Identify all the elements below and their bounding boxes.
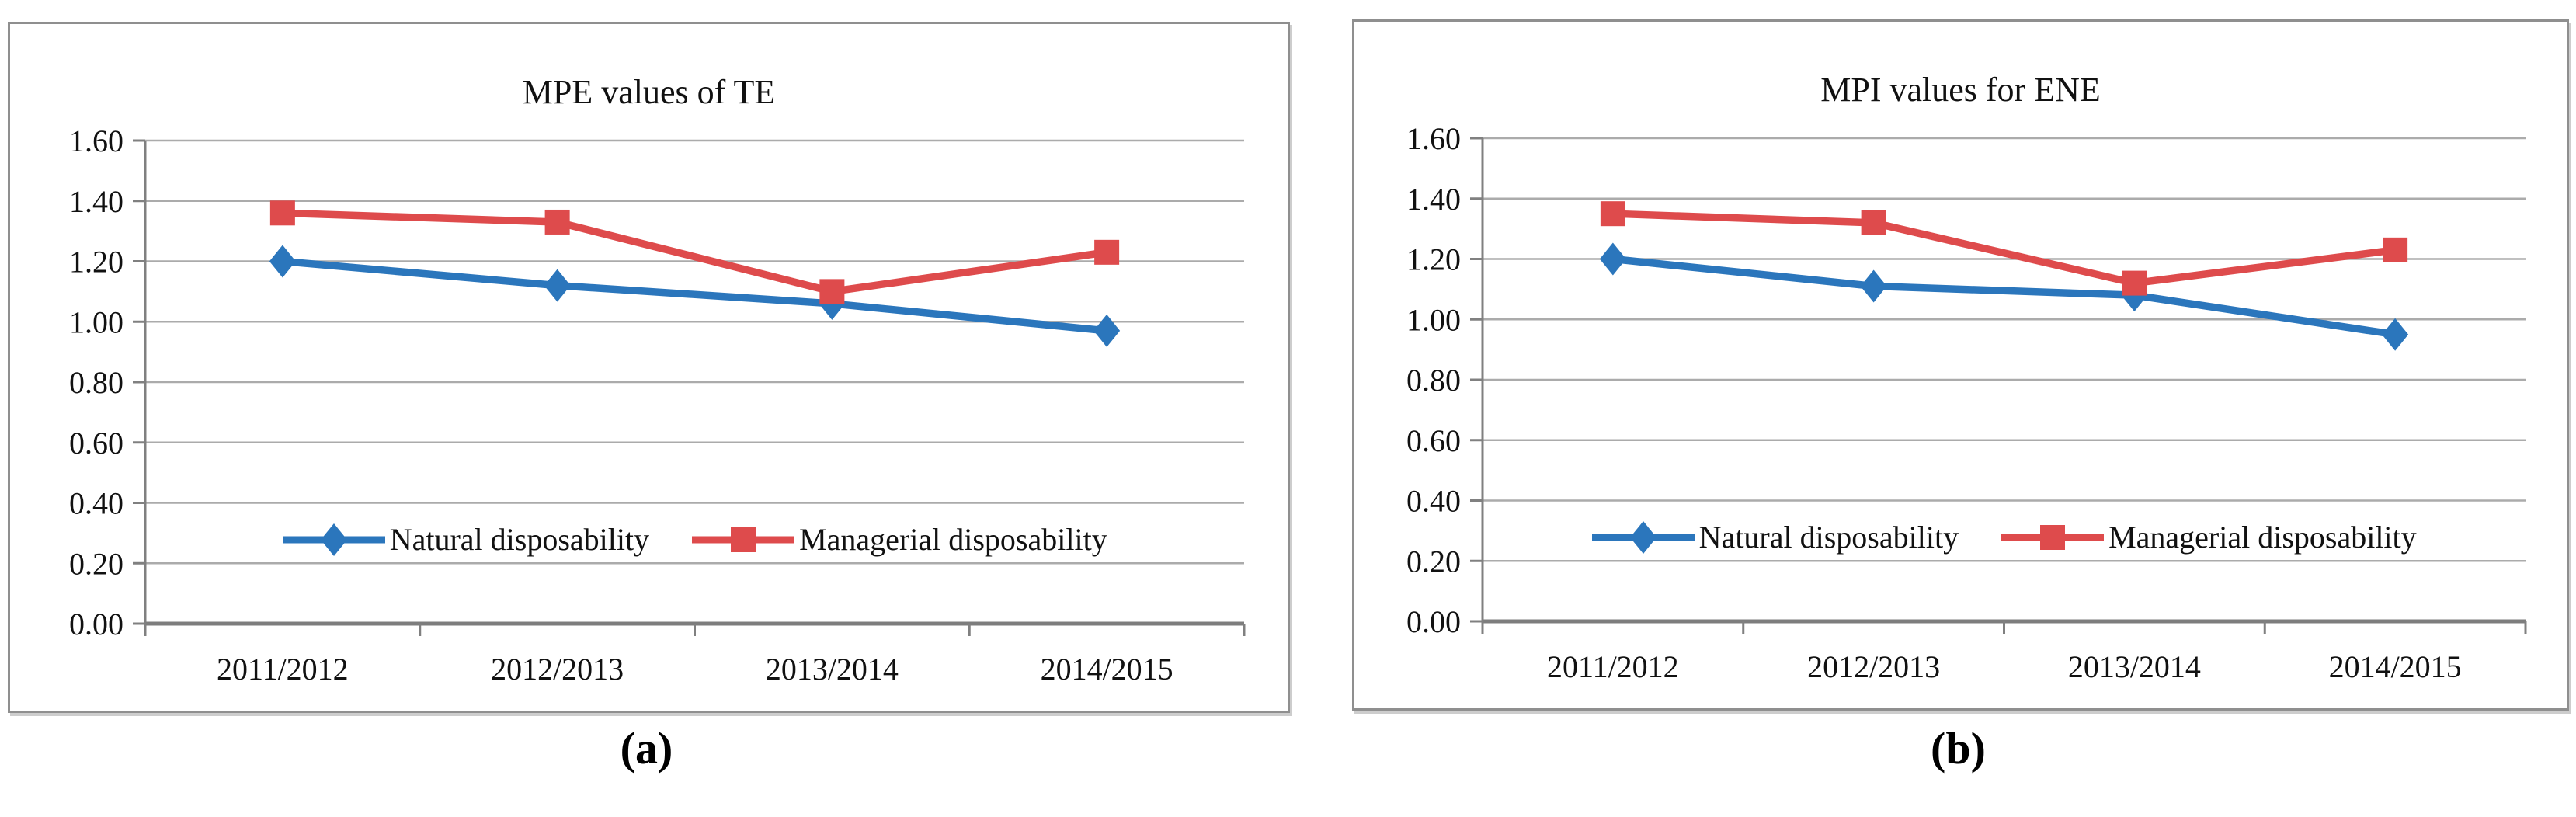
x-tick-label: 2011/2012 <box>217 652 349 687</box>
y-tick-label: 0.80 <box>69 365 123 400</box>
caption-a: (a) <box>620 723 673 774</box>
chart-panel-a: MPE values of TE 0.00 0.20 0.40 0.60 0.80 1.0… <box>8 22 1290 713</box>
chart-title: MPE values of TE <box>522 73 776 111</box>
diamond-data-point <box>1599 242 1626 276</box>
diamond-data-point <box>1860 269 1887 303</box>
series-line <box>1612 210 2396 287</box>
y-tick-label: 0.40 <box>69 486 123 521</box>
legend-label: Managerial disposability <box>799 522 1107 557</box>
y-tick-label: 1.40 <box>1406 182 1461 217</box>
square-data-point <box>819 279 845 304</box>
y-tick-label: 1.00 <box>69 304 123 339</box>
y-tick-label: 1.60 <box>1406 121 1461 156</box>
y-tick-label: 0.40 <box>1406 484 1461 519</box>
square-marker-icon <box>2001 524 2105 550</box>
square-data-point <box>269 200 295 226</box>
chart-panel-b: MPI values for ENE 0.00 0.20 0.40 0.60 0.80 1… <box>1352 19 2569 711</box>
series-line <box>282 257 1107 335</box>
chart-legend: Natural disposability Managerial disposa… <box>1483 519 2525 555</box>
diamond-marker-icon <box>1591 520 1695 554</box>
diamond-data-point <box>269 245 296 278</box>
square-data-point <box>2383 237 2408 262</box>
diamond-marker-icon <box>282 523 385 556</box>
square-data-point <box>1094 239 1120 265</box>
square-marker-icon <box>692 527 795 552</box>
line-chart-plot: 0.00 0.20 0.40 0.60 0.80 1.00 1.20 1.40 1.60 2011… <box>69 123 1246 687</box>
legend-label: Natural disposability <box>1698 520 1959 555</box>
x-tick-label: 2013/2014 <box>2068 649 2201 684</box>
y-tick-label: 1.40 <box>69 184 123 219</box>
y-tick-label: 1.00 <box>1406 302 1461 337</box>
legend-item-natural-disposability: Natural disposability <box>1591 519 1959 555</box>
legend-label: Managerial disposability <box>2108 520 2417 555</box>
x-tick-label: 2012/2013 <box>1807 649 1940 684</box>
y-tick-label: 0.20 <box>1406 544 1461 579</box>
line-chart-plot: 0.00 0.20 0.40 0.60 0.80 1.00 1.20 1.40 1.60 2011… <box>1406 121 2527 684</box>
square-data-point <box>2122 270 2147 296</box>
x-tick-label: 2014/2015 <box>2329 649 2462 684</box>
square-data-point <box>544 209 570 235</box>
y-tick-label: 1.20 <box>69 245 123 280</box>
x-tick-label: 2012/2013 <box>491 652 624 687</box>
y-tick-label: 0.00 <box>1406 604 1461 639</box>
series-line <box>1612 255 2396 339</box>
legend-item-managerial-disposability: Managerial disposability <box>2001 519 2417 555</box>
legend-label: Natural disposability <box>389 522 650 557</box>
y-tick-label: 0.20 <box>69 546 123 581</box>
x-tick-label: 2011/2012 <box>1547 649 1679 684</box>
x-tick-label: 2013/2014 <box>766 652 899 687</box>
y-tick-label: 1.60 <box>69 123 123 158</box>
y-tick-label: 1.20 <box>1406 242 1461 277</box>
legend-key-marker <box>731 527 756 552</box>
legend-item-managerial-disposability: Managerial disposability <box>692 521 1107 558</box>
legend-key-marker <box>1629 520 1656 554</box>
x-tick-label: 2014/2015 <box>1041 652 1173 687</box>
y-tick-label: 0.60 <box>1406 423 1461 458</box>
y-tick-label: 0.00 <box>69 607 123 641</box>
legend-item-natural-disposability: Natural disposability <box>282 521 650 558</box>
legend-key-marker <box>320 523 347 556</box>
square-data-point <box>1600 201 1625 227</box>
chart-legend: Natural disposability Managerial disposa… <box>145 521 1244 558</box>
y-tick-label: 0.80 <box>1406 363 1461 398</box>
chart-title: MPI values for ENE <box>1820 71 2101 109</box>
diamond-data-point <box>1093 314 1121 347</box>
y-tick-label: 0.60 <box>69 426 123 461</box>
series-line <box>282 209 1107 296</box>
diamond-data-point <box>2382 318 2409 351</box>
square-data-point <box>1861 210 1886 235</box>
diamond-data-point <box>544 269 571 302</box>
caption-b: (b) <box>1931 723 1986 774</box>
legend-key-marker <box>2040 524 2066 550</box>
